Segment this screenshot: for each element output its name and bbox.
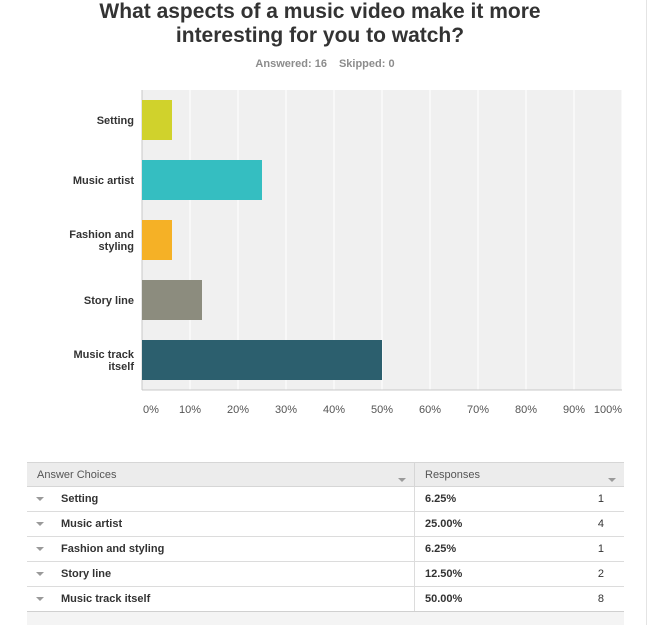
category-label: Setting — [97, 115, 134, 127]
answered-count: Answered: 16 — [255, 58, 327, 70]
x-tick-label: 0% — [143, 404, 159, 416]
x-tick-label: 10% — [179, 404, 201, 416]
responses-header[interactable]: Responses — [414, 462, 624, 487]
category-label: Music track — [73, 349, 134, 361]
answer-percent: 25.00% — [414, 511, 595, 537]
response-summary: Answered: 16 Skipped: 0 — [0, 58, 650, 70]
answer-count: 1 — [595, 486, 624, 512]
chart-title: What aspects of a music video make it mo… — [99, 0, 541, 47]
chevron-down-icon[interactable] — [398, 477, 406, 482]
x-tick-label: 50% — [371, 404, 393, 416]
answer-label-text: Fashion and styling — [61, 543, 165, 555]
chevron-down-icon[interactable] — [36, 572, 44, 576]
answer-label: Fashion and styling — [27, 536, 415, 562]
answer-count: 4 — [595, 511, 624, 537]
x-tick-label: 40% — [323, 404, 345, 416]
answer-label: Music artist — [27, 511, 415, 537]
answer-label-text: Setting — [61, 493, 99, 505]
x-tick-label: 30% — [275, 404, 297, 416]
answer-percent: 6.25% — [414, 486, 595, 512]
bar — [142, 160, 262, 200]
table-footer — [27, 612, 624, 625]
category-label: Story line — [84, 295, 134, 307]
answer-percent: 12.50% — [414, 561, 595, 587]
answer-label-text: Story line — [61, 568, 112, 580]
table-row: Story line 12.50% 2 — [27, 561, 624, 587]
answer-percent: 6.25% — [414, 536, 595, 562]
bar — [142, 220, 172, 260]
answer-count: 1 — [595, 536, 624, 562]
x-tick-label: 90% — [563, 404, 585, 416]
x-tick-label: 70% — [467, 404, 489, 416]
chevron-down-icon[interactable] — [608, 477, 616, 482]
x-tick-label: 20% — [227, 404, 249, 416]
category-label: styling — [99, 241, 134, 253]
answer-label-text: Music artist — [61, 518, 123, 530]
answer-label: Music track itself — [27, 586, 415, 612]
table-row: Setting 6.25% 1 — [27, 486, 624, 512]
right-border — [646, 0, 647, 625]
answer-count: 2 — [595, 561, 624, 587]
skipped-count: Skipped: 0 — [338, 58, 395, 70]
x-tick-label: 80% — [515, 404, 537, 416]
chevron-down-icon[interactable] — [36, 497, 44, 501]
answer-choices-header-label: Answer Choices — [37, 468, 117, 481]
category-label: Music artist — [73, 175, 134, 187]
answer-label-text: Music track itself — [61, 593, 151, 605]
table-header-row: Answer Choices Responses — [27, 462, 624, 487]
answer-percent: 50.00% — [414, 586, 595, 612]
x-tick-label: 60% — [419, 404, 441, 416]
bar — [142, 340, 382, 380]
answer-count: 8 — [595, 586, 624, 612]
table-row: Music track itself 50.00% 8 — [27, 586, 624, 612]
answer-label: Setting — [27, 486, 415, 512]
category-label: Fashion and — [69, 229, 134, 241]
responses-table: Answer Choices Responses Setting 6.25% 1… — [27, 462, 624, 612]
x-tick-label: 100% — [594, 404, 622, 416]
table-row: Music artist 25.00% 4 — [27, 511, 624, 537]
bar — [142, 100, 172, 140]
chevron-down-icon[interactable] — [36, 522, 44, 526]
answer-choices-header[interactable]: Answer Choices — [27, 462, 415, 487]
chevron-down-icon[interactable] — [36, 547, 44, 551]
bar — [142, 280, 202, 320]
category-label: itself — [108, 361, 134, 373]
chevron-down-icon[interactable] — [36, 597, 44, 601]
answer-label: Story line — [27, 561, 415, 587]
responses-header-label: Responses — [425, 468, 481, 481]
table-row: Fashion and styling 6.25% 1 — [27, 536, 624, 562]
